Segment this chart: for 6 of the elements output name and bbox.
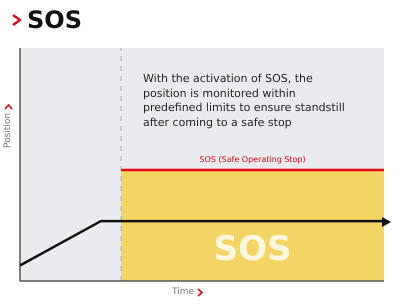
series-label: SOS [212,228,292,269]
chart-title: SOS [27,6,82,34]
y-axis-title: Position [3,112,13,148]
series-label: SOS (Safe Operating Stop) [198,154,307,165]
text: With the activation of SOS, the position is monitored within predefined limits to ensure standstill after coming to a safe stop [143,72,346,130]
x-axis-title: Time [172,287,194,297]
